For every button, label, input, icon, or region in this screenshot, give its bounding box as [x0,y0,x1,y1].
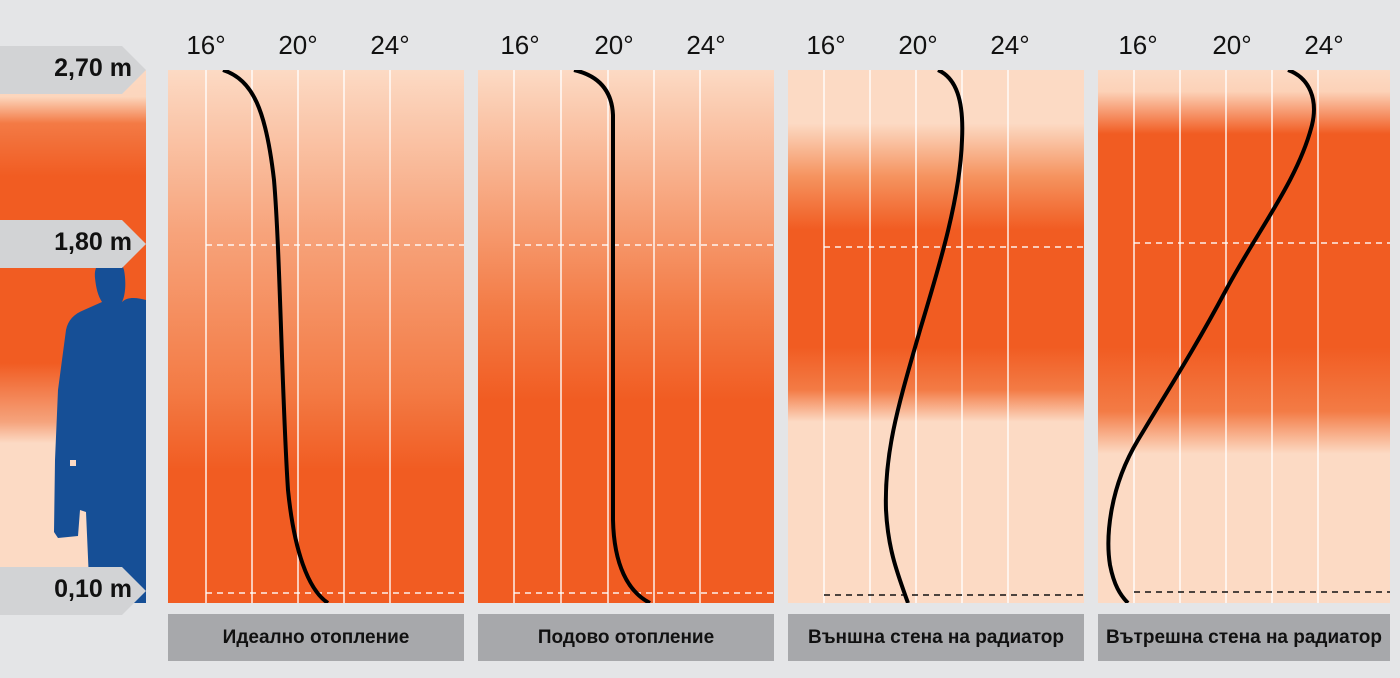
height-label: 0,10 m [54,575,132,603]
tag-arrow-shape [0,46,146,94]
tick-label: 16° [186,30,226,60]
person-silhouette-icon [54,260,146,603]
caption-outer-wall-radiator: Външна стена на радиатор [788,614,1084,661]
tick-label: 16° [806,30,846,60]
tag-arrow-shape [0,220,146,268]
tick-label: 24° [990,30,1030,60]
height-marker-010: 0,10 m [0,567,146,615]
caption-inner-wall-radiator: Вътрешна стена на радиатор [1098,614,1390,661]
axis-ticks-panel-4: 16° 20° 24° [1098,30,1390,64]
height-label: 2,70 m [54,54,132,82]
tick-label: 24° [370,30,410,60]
caption-ideal-heating: Идеално отопление [168,614,464,661]
temperature-profile-chart [168,70,464,603]
panel-floor-heating [478,70,774,603]
tag-arrow-shape [0,567,146,615]
height-marker-270: 2,70 m [0,46,146,94]
tick-label: 24° [1304,30,1344,60]
tick-label: 20° [594,30,634,60]
caption-floor-heating: Подово отопление [478,614,774,661]
panel-ideal-heating [168,70,464,603]
tick-label: 20° [898,30,938,60]
temperature-profile-chart [1098,70,1390,603]
height-marker-180: 1,80 m [0,220,146,268]
tick-label: 20° [1212,30,1252,60]
axis-ticks-panel-1: 16° 20° 24° [168,30,464,64]
temperature-profile-chart [788,70,1084,603]
room-height-column [0,70,146,603]
panel-inner-wall-radiator [1098,70,1390,603]
axis-ticks-panel-2: 16° 20° 24° [478,30,774,64]
tick-label: 16° [500,30,540,60]
tick-label: 20° [278,30,318,60]
panel-outer-wall-radiator [788,70,1084,603]
tick-label: 16° [1118,30,1158,60]
tick-label: 24° [686,30,726,60]
height-label: 1,80 m [54,228,132,256]
temperature-profile-chart [478,70,774,603]
axis-ticks-panel-3: 16° 20° 24° [788,30,1084,64]
